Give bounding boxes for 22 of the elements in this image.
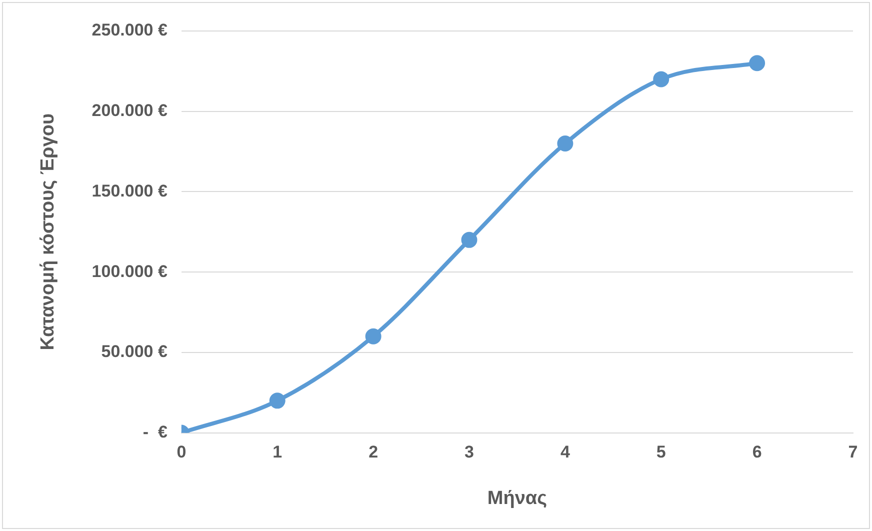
x-tick-label: 0: [176, 442, 186, 462]
x-tick-label: 2: [368, 442, 378, 462]
x-tick-label: 4: [560, 442, 570, 462]
x-tick-label: 3: [464, 442, 474, 462]
y-tick-label: - €: [142, 422, 168, 442]
point: [461, 232, 478, 248]
point: [653, 71, 670, 88]
y-tick-label: 150.000 €: [92, 181, 168, 200]
point: [365, 328, 382, 344]
x-tick-label: 5: [656, 442, 666, 462]
y-tick-label: 200.000 €: [92, 101, 168, 120]
x-axis-title: Μήνας: [487, 488, 548, 509]
y-tick-label: 100.000 €: [92, 262, 168, 281]
point: [557, 136, 574, 152]
y-axis-title: Κατανομή κόστους Έργου: [38, 113, 59, 350]
y-tick-label: 50.000 €: [101, 342, 168, 362]
x-tick-label: 6: [752, 442, 762, 462]
x-tick-label: 7: [848, 442, 858, 462]
y-tick-label: 250.000 €: [92, 20, 168, 40]
point: [749, 55, 766, 72]
point: [269, 392, 286, 409]
x-tick-label: 1: [272, 442, 282, 462]
